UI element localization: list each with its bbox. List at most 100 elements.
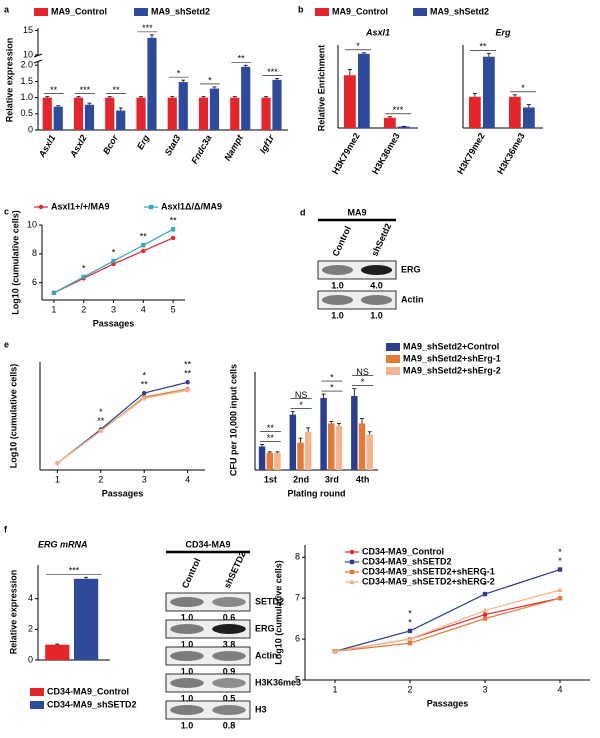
legend-label: Asxl1Δ/Δ/MA9 <box>161 201 222 211</box>
y-tick-label: 0.5 <box>20 108 33 118</box>
blot-band <box>212 624 246 634</box>
sig-label: * <box>112 247 116 257</box>
legend-label: CD34-MA9_shSETD2+shERG-2 <box>362 576 495 586</box>
y-tick-label: 7 <box>295 593 300 603</box>
blot-quant: 4.0 <box>370 280 383 290</box>
y-tick-label: 15 <box>23 25 33 35</box>
bar <box>230 97 240 130</box>
y-axis-label: Log10 (cumulative cells) <box>10 210 20 315</box>
series-line <box>334 589 561 652</box>
x-axis-label: Passages <box>102 488 144 498</box>
blot-band <box>212 597 246 607</box>
blot-quant: 0.5 <box>223 693 236 703</box>
legend-swatch <box>30 688 44 696</box>
blot-header: CD34-MA9 <box>185 539 230 549</box>
bar <box>335 425 343 470</box>
x-tick-label: 3 <box>111 304 116 314</box>
sig-label: * <box>330 372 334 382</box>
marker <box>111 258 116 264</box>
panel-label: f <box>4 524 8 534</box>
sig-label: ** <box>238 54 246 64</box>
bar <box>320 397 327 470</box>
y-axis-label: CFU per 10,000 input cells <box>228 364 238 476</box>
y-tick-label: 0 <box>28 654 33 664</box>
x-tick-label: 4 <box>557 684 562 694</box>
subplot-title: Asxl1 <box>365 27 390 37</box>
bar <box>136 97 146 130</box>
y-axis-label: Relative Enrichment <box>316 45 326 132</box>
y-tick-label: 5 <box>295 674 300 684</box>
x-tick-label: Stat3 <box>163 133 183 157</box>
axis-break <box>33 59 43 64</box>
bar <box>53 106 63 130</box>
y-tick-label: 4 <box>28 593 33 603</box>
legend-swatch <box>30 701 44 709</box>
y-tick-label: 1.5 <box>20 76 33 86</box>
lane-label: Control <box>180 557 203 590</box>
y-tick-label: 8 <box>295 552 300 562</box>
marker <box>349 579 355 584</box>
bar <box>366 434 373 470</box>
sig-label: *** <box>142 23 153 33</box>
y-tick-label: 6 <box>32 277 37 287</box>
blot-quant: 1.0 <box>181 612 194 622</box>
legend-label: MA9_shSetd2+Control <box>403 341 499 351</box>
sig-label: * <box>558 547 562 557</box>
legend-label: CD34-MA9_Control <box>362 546 444 556</box>
sig-label: * <box>408 617 412 627</box>
lane-label: shSETD2 <box>222 550 248 590</box>
sig-label: * <box>521 83 525 93</box>
x-tick-label: 5 <box>171 304 176 314</box>
sig-label: ** <box>50 85 58 95</box>
panel-label: b <box>298 4 304 14</box>
x-tick-label: Nampt <box>222 132 245 162</box>
marker <box>51 290 57 295</box>
x-tick-label: 4th <box>356 474 370 484</box>
x-tick-label: H3K79me2 <box>330 131 362 176</box>
bar <box>272 79 282 130</box>
blot-quant: 0.6 <box>223 612 236 622</box>
x-tick-label: 2 <box>407 684 412 694</box>
blot-band <box>170 624 204 634</box>
legend-label: MA9_Control <box>332 6 388 16</box>
marker <box>557 595 563 601</box>
bar <box>198 97 209 130</box>
legend-swatch <box>386 343 400 351</box>
y-axis-label: Log10 (cumulative cells) <box>273 560 283 665</box>
y-axis-label: Relative expression <box>8 570 18 655</box>
y-tick-label: 8 <box>32 248 37 258</box>
bar <box>167 97 177 130</box>
blot-band <box>321 295 354 305</box>
legend-label: CD34-MA9_shSETD2 <box>362 556 452 566</box>
bar <box>147 37 157 131</box>
series-line <box>334 568 561 652</box>
bar <box>304 431 312 470</box>
x-tick-label: Fndc3a <box>189 133 213 165</box>
legend-swatch <box>134 8 148 16</box>
x-tick-label: 1 <box>332 684 337 694</box>
blot-quant: 1.0 <box>181 639 194 649</box>
x-tick-label: 1 <box>55 474 60 484</box>
bar <box>328 423 335 470</box>
sig-label: ** <box>184 360 192 370</box>
x-axis-label: Passages <box>93 318 135 328</box>
marker <box>141 242 146 248</box>
x-tick-label: 2 <box>81 304 86 314</box>
blot-band <box>360 295 393 305</box>
legend-label: MA9_shSetd2 <box>151 6 210 16</box>
y-axis-label: Relative expression <box>4 38 14 123</box>
blot-row-label: Actin <box>401 294 424 304</box>
bar <box>483 56 495 128</box>
bar <box>297 442 304 470</box>
sig-label: *** <box>80 85 91 95</box>
marker <box>142 390 147 396</box>
blot-quant: 3.8 <box>223 639 236 649</box>
panel-label: c <box>4 206 9 216</box>
x-tick-label: 3rd <box>325 474 339 484</box>
sig-label: NS <box>356 367 369 377</box>
sig-label: *** <box>267 67 278 77</box>
legend-label: MA9_Control <box>51 6 107 16</box>
sig-label: ** <box>479 42 487 52</box>
bar <box>358 53 370 128</box>
sig-label: * <box>330 382 334 392</box>
